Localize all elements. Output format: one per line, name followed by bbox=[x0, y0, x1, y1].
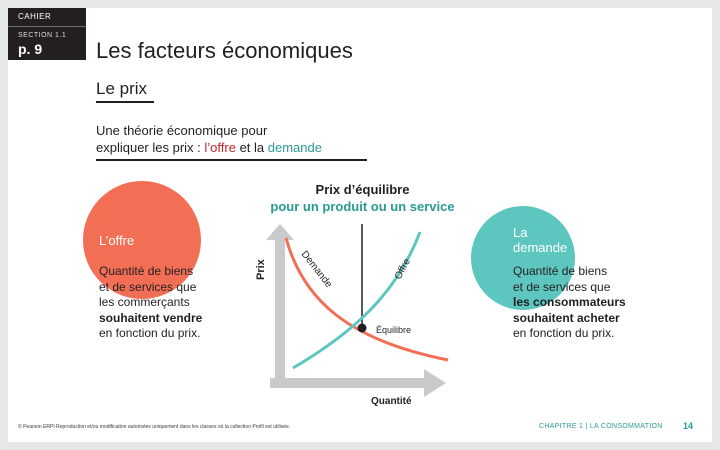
demande-label-line-2: demande bbox=[513, 240, 568, 255]
demande-label-line-1: La bbox=[513, 225, 528, 240]
equilibrium-line-2: pour un produit ou un service bbox=[270, 199, 455, 214]
page-subtitle: Le prix bbox=[96, 79, 148, 98]
equilibrium-label: Équilibre bbox=[376, 325, 411, 335]
section-label: SECTION 1.1 bbox=[18, 32, 67, 39]
intro-line-2: expliquer les prix : l’offre et la deman… bbox=[96, 139, 396, 156]
demande-circle bbox=[471, 206, 575, 310]
offre-desc-line: Quantité de biens bbox=[99, 264, 194, 278]
demande-desc-line-bold: les consommateurs bbox=[513, 295, 626, 309]
demande-description: Quantité de biens et de services que les… bbox=[513, 264, 648, 342]
demande-desc-line: Quantité de biens bbox=[513, 264, 608, 278]
y-axis-arrow bbox=[266, 224, 294, 388]
intro-line-1: Une théorie économique pour bbox=[96, 123, 268, 138]
intro-underline bbox=[96, 159, 367, 161]
supply-demand-graph: Prix Quantité Demande Offre Équilibre bbox=[255, 224, 449, 407]
offre-desc-line: en fonction du prix. bbox=[99, 326, 201, 340]
demande-desc-line: en fonction du prix. bbox=[513, 326, 615, 340]
supply-curve-label: Offre bbox=[393, 256, 413, 281]
x-axis-arrow bbox=[270, 369, 446, 397]
y-axis-label: Prix bbox=[255, 258, 267, 280]
offre-circle-label: L’offre bbox=[99, 233, 135, 248]
chapter-label: CHAPITRE 1 | LA CONSOMMATION bbox=[539, 423, 663, 430]
demande-circle-label: La demande bbox=[513, 225, 583, 255]
supply-curve bbox=[292, 231, 422, 370]
tab-divider bbox=[8, 26, 86, 27]
page-number: 14 bbox=[683, 421, 694, 431]
demand-curve bbox=[284, 237, 449, 362]
copyright-notice: © Pearson ERPI Reproduction et/ou modifi… bbox=[18, 424, 291, 430]
intro-demande: demande bbox=[267, 140, 322, 155]
demand-curve-label: Demande bbox=[299, 249, 335, 290]
offre-desc-line-bold: souhaitent vendre bbox=[99, 310, 203, 325]
demande-desc-line-bold: souhaitent acheter bbox=[513, 310, 620, 325]
offre-desc-line: et de services que bbox=[99, 279, 197, 294]
intro-et-la: et la bbox=[235, 140, 268, 155]
x-axis-label: Quantité bbox=[371, 396, 412, 407]
page-reference: p. 9 bbox=[18, 41, 43, 57]
cahier-label: CAHIER bbox=[18, 12, 52, 21]
intro-prefix: expliquer les prix : bbox=[96, 140, 205, 155]
equilibrium-heading: Prix d’équilibre pour un produit ou un s… bbox=[240, 181, 485, 215]
section-tab: CAHIER SECTION 1.1 p. 9 bbox=[8, 8, 86, 60]
intro-offre: l’offre bbox=[204, 140, 236, 155]
equilibrium-point bbox=[357, 323, 367, 333]
intro-text: Une théorie économique pour expliquer le… bbox=[96, 122, 396, 156]
offre-description: Quantité de biens et de services que les… bbox=[99, 264, 234, 342]
offre-desc-line: les commerçants bbox=[99, 295, 190, 309]
offre-circle bbox=[83, 181, 201, 299]
demande-desc-line: et de services que bbox=[513, 279, 611, 294]
page-title: Les facteurs économiques bbox=[96, 38, 353, 63]
subtitle-underline bbox=[96, 101, 154, 103]
equilibrium-line-1: Prix d’équilibre bbox=[315, 182, 410, 197]
